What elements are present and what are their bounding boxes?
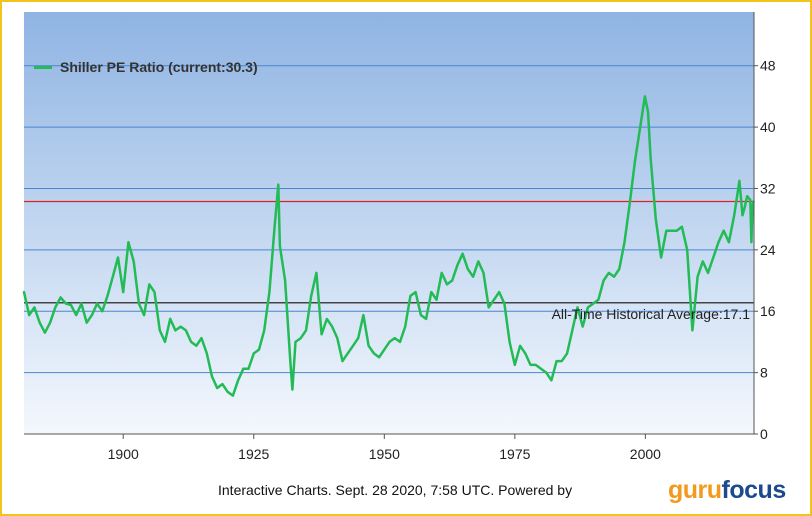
plot-background [24,12,754,434]
average-label: All-Time Historical Average:17.1 [552,306,751,322]
logo-guru: guru [668,476,722,504]
gurufocus-logo[interactable]: gurufocus [668,476,786,505]
footer-credit: Interactive Charts. Sept. 28 2020, 7:58 … [218,482,573,498]
y-tick-label: 40 [760,119,776,135]
y-tick-label: 48 [760,58,776,74]
y-tick-label: 16 [760,303,776,319]
y-tick-label: 0 [760,426,768,442]
x-axis-ticks: 1900 1925 1950 1975 2000 [108,434,661,462]
legend-label: Shiller PE Ratio (current:30.3) [60,59,258,75]
legend-swatch [34,65,52,69]
x-tick-label: 1900 [108,446,139,462]
x-tick-label: 1975 [499,446,530,462]
x-tick-label: 1950 [369,446,400,462]
y-axis-ticks: 0 8 16 24 32 40 48 [754,58,776,442]
logo-focus: focus [721,476,787,504]
y-tick-label: 24 [760,242,776,258]
series-layer [22,95,755,397]
series-line-shiller-pe [22,95,755,397]
legend[interactable]: Shiller PE Ratio (current:30.3) [34,59,258,75]
x-tick-label: 1925 [238,446,269,462]
y-tick-label: 8 [760,365,768,381]
y-tick-label: 32 [760,180,776,196]
x-tick-label: 2000 [630,446,661,462]
